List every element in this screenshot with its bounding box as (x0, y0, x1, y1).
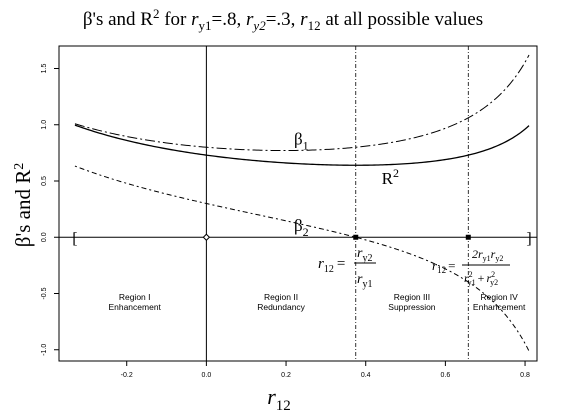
series-label-r2: R2 (382, 166, 399, 188)
region-label: Region III (394, 292, 430, 302)
region-label: Region II (264, 292, 298, 302)
square-marker (465, 234, 471, 240)
plot-frame (58, 45, 538, 362)
y-tick-label: -0.5 (41, 287, 48, 299)
svg-text:ry1: ry1 (357, 272, 372, 290)
svg-text:2ry1ry2: 2ry1ry2 (472, 247, 503, 263)
region-sublabel: Redundancy (257, 302, 305, 312)
x-axis-label: r12 (267, 384, 291, 414)
x-tick-label: 0.4 (361, 372, 371, 379)
right-bracket: ] (526, 230, 531, 247)
markers (202, 233, 471, 241)
series-line-beta2 (74, 165, 530, 352)
reference-lines (205, 46, 469, 361)
diamond-marker (202, 233, 211, 241)
y-tick-label: -1.0 (41, 344, 48, 356)
series-labels: β1 R2 β2 (294, 130, 399, 239)
svg-text:r12=: r12 = (318, 256, 345, 275)
y-tick-label: 0.0 (41, 232, 48, 242)
x-tick-label: 0.2 (281, 372, 291, 379)
chart-title: β's and R2 for ry1=.8, ry2=.3, r12 at al… (83, 6, 483, 33)
series-line-beta1 (74, 54, 530, 152)
axis-ticks: -0.2 0.0 0.2 0.4 0.6 0.8 -1.0 -0.5 0.0 0.5 1.0 1.5 (41, 64, 530, 379)
x-tick-label: -0.2 (121, 372, 133, 379)
formula-enhancement-boundary: r12 = 2ry1ry2 r2 y1 + r2 y2 (432, 247, 510, 287)
svg-text:r12=: r12 = (432, 258, 455, 275)
x-tick-label: 0.0 (202, 372, 212, 379)
region-label: Region IV (480, 292, 518, 302)
y-tick-label: 0.5 (41, 176, 48, 186)
square-marker (353, 234, 359, 240)
x-tick-label: 0.6 (441, 372, 451, 379)
svg-text:ry2: ry2 (357, 246, 372, 264)
series-lines (74, 54, 530, 352)
left-bracket: [ (72, 230, 77, 247)
y-axis-label: β's and R2 (11, 163, 35, 247)
series-line-r2 (74, 124, 530, 166)
region-sublabel: Enhancement (473, 302, 526, 312)
x-tick-label: 0.8 (520, 372, 530, 379)
formula-suppression-boundary: r12 = ry2 ry1 (318, 246, 376, 290)
y-tick-label: 1.0 (41, 120, 48, 130)
series-label-beta1: β1 (294, 130, 309, 153)
region-sublabel: Enhancement (108, 302, 161, 312)
series-label-beta2: β2 (294, 216, 309, 239)
y-tick-label: 1.5 (41, 64, 48, 74)
region-sublabel: Suppression (388, 302, 436, 312)
region-label: Region I (119, 292, 151, 302)
